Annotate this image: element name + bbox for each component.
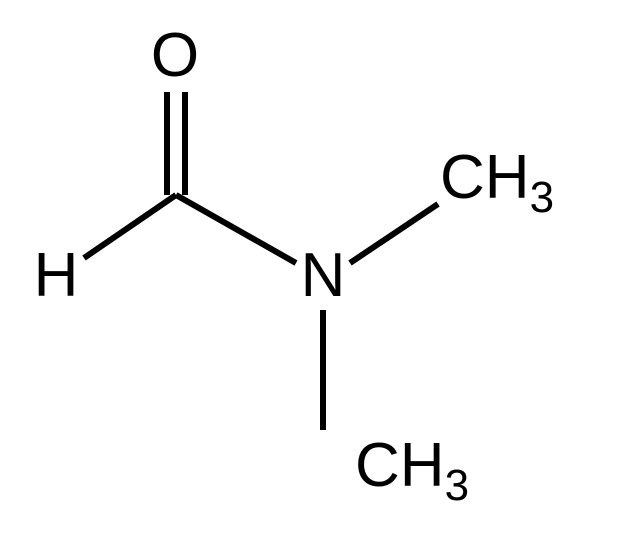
atom-label-main: CH xyxy=(440,143,530,212)
bond-single xyxy=(176,195,296,263)
atom-label-H: H xyxy=(34,241,79,310)
atom-label-main: CH xyxy=(355,431,445,500)
atom-label-sub: 3 xyxy=(445,461,469,510)
labels-group: OHNCH3CH3 xyxy=(34,21,554,509)
bonds-group xyxy=(84,92,438,430)
atom-label-CH3a: CH3 xyxy=(440,143,554,221)
molecule-diagram: OHNCH3CH3 xyxy=(0,0,640,533)
atom-label-main: N xyxy=(301,241,346,310)
atom-label-N: N xyxy=(301,241,346,310)
atom-label-CH3b: CH3 xyxy=(355,431,469,509)
atom-label-main: O xyxy=(151,21,199,90)
atom-label-main: H xyxy=(34,241,79,310)
atom-label-sub: 3 xyxy=(530,173,554,222)
atom-label-O: O xyxy=(151,21,199,90)
bond-single xyxy=(84,195,176,258)
bond-single xyxy=(350,204,438,263)
